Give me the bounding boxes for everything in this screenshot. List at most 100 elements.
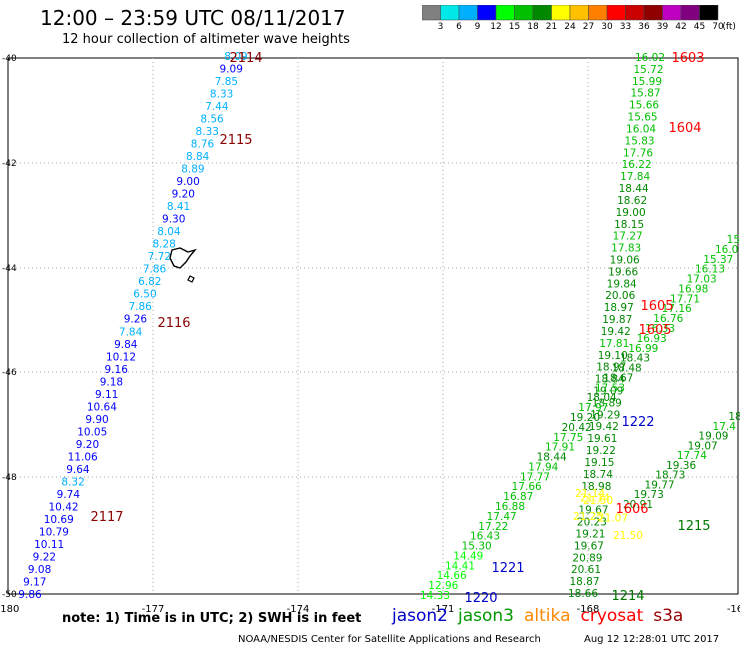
- wave-height-value: 20.61: [571, 564, 601, 576]
- wave-height-value: 17.53: [595, 382, 625, 394]
- wave-height-value: 18.84: [595, 374, 625, 386]
- wave-height-value: 14.41: [445, 560, 475, 572]
- legend-item-jason2: jason2: [392, 606, 448, 626]
- colorbar-label: 15: [508, 22, 521, 32]
- wave-height-value: 14.49: [453, 550, 483, 562]
- colorbar-labels: 3 6 9 12 15 18 21 24 27 30 33 36 39 42 45 70 (ft): [422, 22, 740, 36]
- wave-height-value: 16.22: [622, 159, 652, 171]
- wave-height-value: 15.72: [633, 64, 663, 76]
- wave-height-value: 18.74: [583, 469, 613, 481]
- colorbar-swatch: [514, 5, 534, 21]
- wave-height-value: 7.85: [215, 76, 238, 88]
- wave-height-value: 17.47: [487, 511, 517, 523]
- wave-height-value: 21.50: [583, 495, 613, 507]
- wave-height-value: 18.97: [604, 302, 634, 314]
- wave-height-value: 10.69: [44, 514, 74, 526]
- pass-label: 2115: [219, 133, 252, 148]
- wave-height-value: 15.87: [631, 88, 661, 100]
- wave-height-value: 19.00: [616, 207, 646, 219]
- wave-height-value: 7.86: [143, 264, 167, 276]
- wave-height-value: 21.25: [573, 511, 603, 523]
- wave-height-value: 17.83: [611, 243, 641, 255]
- wave-height-value: 9.11: [95, 389, 118, 401]
- wave-height-value: 18.66: [568, 588, 598, 600]
- wave-height-value: 9.26: [124, 314, 148, 326]
- wave-height-value: 18.98: [581, 481, 611, 493]
- wave-height-value: 15.66: [629, 100, 659, 112]
- wave-height-value: 19.07: [688, 440, 718, 452]
- wave-height-value: 9.84: [114, 339, 138, 351]
- wave-height-value: 19.10: [598, 350, 628, 362]
- wave-height-value: 9.18: [100, 376, 123, 388]
- wave-height-value: 18.44: [537, 452, 567, 464]
- colorbar-label: 6: [456, 22, 462, 32]
- colorbar-swatch: [699, 5, 719, 21]
- wave-height-value: 18.87: [569, 576, 599, 588]
- colorbar-swatch: [662, 5, 682, 21]
- legend-item-s3a: s3a: [653, 606, 684, 626]
- wave-height-value: 17.75: [553, 432, 583, 444]
- footnote: note: 1) Time is in UTC; 2) SWH is in fe…: [62, 611, 362, 626]
- wave-height-value: 8.32: [61, 476, 84, 488]
- wave-height-value: 10.05: [77, 426, 107, 438]
- pass-label: 2114: [229, 51, 262, 66]
- axis-labels: -180 -177 -174 -171 -168 -16 -40 -42 -44 -46 -48 -5…: [0, 54, 740, 615]
- wave-height-value: 20.89: [572, 552, 602, 564]
- wave-height-value: 21.14: [580, 493, 610, 505]
- colorbar-swatch: [458, 5, 478, 21]
- pass-label: 1215: [677, 519, 710, 534]
- colorbar-label: 39: [656, 22, 669, 32]
- wave-height-value: 18.62: [617, 195, 647, 207]
- colorbar-swatch: [606, 5, 626, 21]
- wave-height-value: 19.06: [610, 254, 640, 266]
- wave-height-value: 18.67: [603, 372, 633, 384]
- wave-height-value: 16.98: [678, 283, 708, 295]
- lat-label: -44: [2, 264, 17, 274]
- wave-height-value: 17.4: [713, 421, 737, 433]
- wave-height-value: 10.42: [49, 501, 79, 513]
- legend-item-altika: altika: [524, 606, 571, 626]
- colorbar-swatch: [440, 5, 460, 21]
- lon-label: -171: [432, 604, 455, 615]
- wave-height-value: 10.79: [39, 526, 69, 538]
- colorbar-label: (ft): [722, 22, 736, 32]
- wave-height-value: 15.83: [625, 135, 655, 147]
- wave-height-value: 16.04: [626, 123, 656, 135]
- lon-label: -174: [287, 604, 310, 615]
- wave-height-value: 18.89: [592, 397, 622, 409]
- wave-height-value: 19.09: [593, 386, 623, 398]
- pass-labels: 2114 2115 2116 2117 1603 1604 1605 1605 1606 1222…: [90, 51, 710, 606]
- pass-label: 1604: [668, 121, 701, 136]
- wave-height-value: 20.06: [605, 290, 635, 302]
- wave-height-value: 15.: [727, 234, 740, 246]
- page-subtitle: 12 hour collection of altimeter wave hei…: [62, 32, 350, 47]
- chatham-islands: [169, 247, 197, 283]
- colorbar-swatch: [588, 5, 608, 21]
- wave-height-value: 17.77: [520, 471, 550, 483]
- pass-label: 1605: [640, 299, 673, 314]
- wave-height-value: 15.37: [703, 254, 733, 266]
- wave-height-value: 10.11: [34, 539, 64, 551]
- wave-height-value: 19.22: [586, 445, 616, 457]
- wave-height-value: 18.44: [619, 183, 649, 195]
- wave-height-value: 18.48: [612, 363, 642, 375]
- wave-height-value: 16.99: [628, 343, 658, 355]
- wave-height-value: 19.73: [634, 489, 664, 501]
- wave-height-value: 16.87: [503, 491, 533, 503]
- wave-height-value: 7.86: [128, 301, 152, 313]
- colorbar-label: 24: [564, 22, 576, 32]
- wave-height-value: 9.17: [23, 576, 46, 588]
- wave-height-value: 19.61: [587, 433, 617, 445]
- wave-height-value: 16.93: [637, 333, 667, 345]
- wave-height-value: 18.15: [614, 219, 644, 231]
- wave-height-value: 17.94: [528, 461, 558, 473]
- wave-height-value: 15.65: [628, 112, 658, 124]
- lat-label: -46: [2, 368, 17, 378]
- wave-height-value: 15.30: [462, 541, 492, 553]
- colorbar-label: 45: [693, 22, 706, 32]
- wave-height-value: 10.12: [106, 351, 136, 363]
- wave-height-value: 17.03: [687, 274, 717, 286]
- wave-height-value: 8.04: [157, 226, 181, 238]
- wave-height-value: 20.23: [577, 517, 607, 529]
